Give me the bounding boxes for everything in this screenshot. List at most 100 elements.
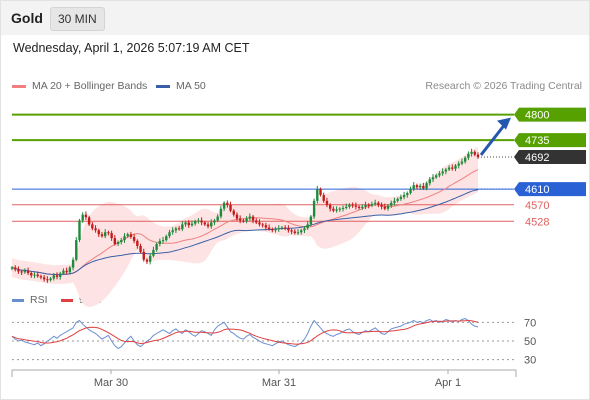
candle-body (181, 224, 184, 230)
x-tick-label: Apr 1 (435, 377, 461, 389)
candle-body (168, 232, 171, 237)
candle-body (345, 206, 348, 208)
candle-body (104, 232, 107, 237)
x-tick-label: Mar 30 (94, 377, 128, 389)
timeframe-badge[interactable]: 30 MIN (50, 7, 105, 31)
level-tag-4800-bg (514, 107, 586, 122)
candle-body (367, 204, 370, 206)
candle-body (222, 202, 226, 209)
candle-body (319, 189, 322, 195)
candle-body (325, 200, 329, 205)
ma50-line (11, 189, 479, 276)
candle-body (245, 218, 248, 222)
candle-body (232, 210, 235, 215)
rsi-tick-50: 50 (524, 336, 536, 348)
candle-body (120, 240, 123, 243)
candle-body (100, 234, 104, 237)
candle-body (155, 244, 158, 250)
ma20-line (11, 169, 479, 276)
candle-body (306, 224, 309, 229)
level-tag-4692: 4692 (525, 152, 549, 164)
candle-body (431, 177, 435, 180)
candle-body (190, 223, 194, 226)
candle-body (460, 161, 464, 164)
candle-body (267, 227, 271, 230)
candle-body (136, 240, 139, 246)
candle-body (20, 271, 23, 273)
candle-body (81, 214, 84, 221)
candle-body (393, 200, 396, 203)
candle-body (158, 240, 162, 245)
rsi-tick-30: 30 (524, 355, 536, 367)
candle-body (49, 278, 52, 281)
level-tag-4692-bg (514, 149, 586, 164)
level-tag-4570: 4570 (525, 200, 549, 212)
candle-body (36, 274, 39, 277)
candle-body (145, 259, 149, 262)
candle-body (406, 193, 409, 195)
candle-body (386, 205, 390, 209)
candle-body (242, 220, 245, 222)
target-arrow-head (497, 117, 511, 130)
candle-body (409, 189, 412, 194)
candle-body (438, 173, 441, 176)
candle-body (451, 167, 454, 169)
candle-body (364, 204, 367, 207)
credit-text: Research © 2026 Trading Central (425, 80, 582, 92)
candle-body (351, 204, 354, 206)
candle-body (328, 204, 332, 209)
candle-body (457, 163, 460, 166)
candle-body (454, 165, 457, 169)
candle-body (148, 255, 152, 262)
candle-body (415, 185, 419, 188)
candle-body (65, 270, 68, 273)
candle-body (129, 234, 133, 237)
candle-body (402, 195, 406, 197)
timestamp: Wednesday, April 1, 2026 5:07:19 AM CET (13, 41, 250, 55)
candle-body (447, 167, 451, 170)
candle-body (126, 234, 129, 237)
rsi-swatch (12, 298, 24, 302)
candle-body (287, 228, 290, 231)
candle-body (206, 224, 210, 227)
candle-body (476, 154, 480, 157)
candle-body (335, 209, 338, 211)
candle-body (42, 277, 46, 280)
candle-body (280, 227, 284, 229)
candle-body (165, 236, 168, 241)
candle-body (197, 220, 200, 222)
candle-body (33, 274, 36, 276)
candle-body (399, 196, 403, 199)
rsi-line (11, 318, 479, 350)
candle-body (62, 270, 65, 274)
level-tag-4735: 4735 (525, 135, 549, 147)
candle-body (235, 214, 239, 219)
rsi-ma-line (11, 319, 479, 345)
candle-body (94, 228, 97, 231)
candle-body (444, 169, 448, 172)
candle-body (187, 222, 190, 226)
legend-ma20: MA 20 + Bollinger Bands (12, 80, 147, 92)
bollinger-band (12, 147, 478, 307)
candle-body (139, 245, 142, 252)
candle-body (30, 273, 33, 276)
candle-body (274, 229, 277, 231)
candle-body (418, 185, 422, 188)
candle-body (296, 232, 300, 234)
candle-body (383, 206, 386, 209)
x-tick-label: Mar 31 (262, 377, 296, 389)
candle-body (14, 267, 17, 270)
candle-body (332, 208, 335, 211)
candle-body (132, 236, 136, 241)
candle-body (271, 229, 274, 231)
candle-body (97, 230, 100, 235)
candle-body (377, 202, 380, 205)
legend-ma50: MA 50 (156, 80, 206, 92)
candle-body (390, 202, 393, 206)
level-tag-4735-bg (514, 133, 586, 148)
candle-body (10, 267, 14, 269)
candle-body (264, 225, 268, 228)
level-tag-4528: 4528 (525, 216, 549, 228)
